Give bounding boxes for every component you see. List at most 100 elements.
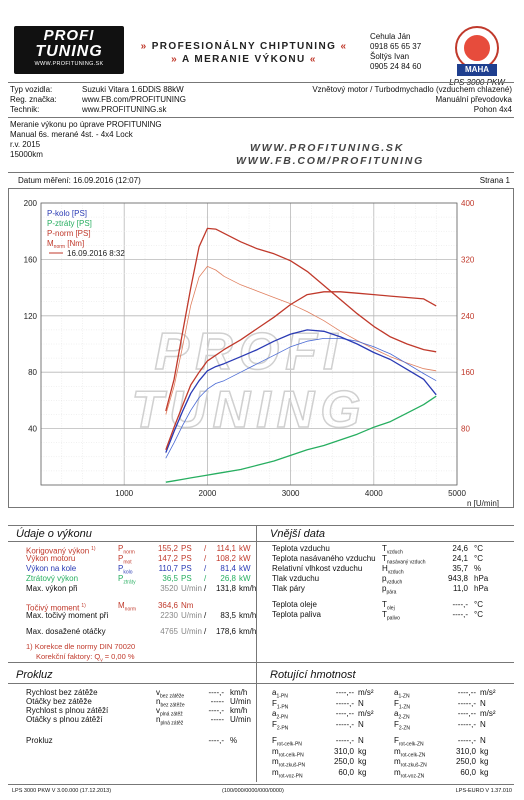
torque-u1: Nm xyxy=(181,601,194,610)
vnejsi-row: Tlak páry ppára 11,0 hPa xyxy=(272,584,512,596)
max-rpm-v2: 178,6 xyxy=(215,627,236,636)
vnejsi-row: Teplota vzduchu Tvzduch 24,6 °C xyxy=(272,544,512,556)
vnejsi-val: 24,1 xyxy=(452,554,468,563)
divider xyxy=(8,683,514,684)
prokluz-sym: n xyxy=(156,697,161,706)
note-2: Manual 6s. merané 4st. - 4x4 Lock xyxy=(10,130,133,139)
divider xyxy=(8,82,514,83)
vnejsi-symbol: Tpalivo xyxy=(382,610,400,624)
tagline-2: A MERANIE VÝKONU xyxy=(181,54,306,65)
udaje-title: Údaje o výkonu xyxy=(16,528,92,540)
udaje-v2: 81,4 xyxy=(220,564,236,573)
udaje-row: Max. výkon při 3520 U/min/ 131,8 km/h xyxy=(26,584,257,594)
tagline-1: PROFESIONÁLNY CHIPTUNING xyxy=(151,41,337,52)
arrow-left-2: » xyxy=(171,54,179,65)
contact-phone-2: 0905 24 84 60 xyxy=(370,62,422,71)
rot-sub: rot-celk-ZN xyxy=(400,752,426,759)
contact-name-1: Cehula Ján xyxy=(370,32,411,41)
udaje-u1: U/min xyxy=(181,584,202,593)
torque-sub: norm xyxy=(124,606,137,613)
udaje-row: Korigovaný výkon 1) Pnorm 155,2 PS / 114,1 kW xyxy=(26,544,254,557)
prokluz-val: ----,- xyxy=(208,688,224,697)
udaje-sym: P xyxy=(118,574,124,583)
contact-name-2: Šoltýs Ivan xyxy=(370,52,410,61)
vnejsi-row: Tlak vzduchu pvzduch 943,8 hPa xyxy=(272,574,512,586)
vnejsi-sym: T xyxy=(382,600,387,609)
rot-symbol: a2-ZN xyxy=(394,709,410,723)
rot-sym: F xyxy=(272,719,277,729)
vnejsi-sym: H xyxy=(382,564,388,573)
rot-sub: 1-PN xyxy=(276,704,289,711)
vnejsi-sub: nasávaný vzduch xyxy=(386,559,426,566)
vnejsi-label: Teplota paliva xyxy=(272,610,321,619)
rot-symbol: mrot-celk-ZN xyxy=(394,747,425,761)
prokluz-sub: plná zátěž xyxy=(160,711,183,718)
vnejsi-row: Relativní vlhkost vzduchu Hvzduch 35,7% xyxy=(272,564,512,576)
y2-tick-label: 80 xyxy=(461,425,470,434)
maha-text: MAHA xyxy=(457,64,497,76)
rot-sub: 1-PN xyxy=(276,693,288,700)
rot-symbol: F2-PN xyxy=(272,720,288,734)
udaje-sep: / xyxy=(204,574,207,583)
rot-val: 310,0 xyxy=(455,746,476,756)
corr2-label: Korekční faktory: Q xyxy=(36,652,101,661)
vnejsi-sub: pára xyxy=(386,589,397,596)
x-tick-label: 2000 xyxy=(199,489,217,498)
contact-block: Cehula Ján 0918 65 65 37 Šoltýs Ivan 090… xyxy=(370,32,421,72)
notes: Meranie výkonu po úprave PROFITUNING Man… xyxy=(10,120,162,160)
vnejsi-label: Teplota nasávaného vzduchu xyxy=(272,554,376,563)
torque-symbol: Mnorm xyxy=(118,601,136,615)
udaje-sup: 1) xyxy=(91,546,96,552)
maha-logo: MAHA LPS 3000 PKW xyxy=(446,26,508,87)
plot-frame xyxy=(40,202,458,486)
rot-sym: F xyxy=(272,698,277,708)
rot-sub: rot-voz-PN xyxy=(278,773,303,780)
udaje-sub: norm xyxy=(123,549,135,556)
prokluz-sym: v xyxy=(156,706,160,715)
udaje-row: Výkon na kole Pkolo 110,7 PS / 81,4 kW xyxy=(26,564,254,576)
udaje-symbol: Pnorm xyxy=(118,544,135,558)
torque-v1: 364,6 xyxy=(157,601,178,610)
vnejsi-val: 35,7 xyxy=(452,564,468,573)
udaje-v1: 36,5 xyxy=(162,574,178,583)
udaje-v1: 147,2 xyxy=(157,554,178,563)
udaje-v1: 3520 xyxy=(160,584,178,593)
rot-unit: N xyxy=(358,736,364,745)
date-label: Datum měření: 16.09.2016 (12:07) xyxy=(18,176,141,185)
vnejsi-unit: hPa xyxy=(474,584,489,593)
torque-at-sep: / xyxy=(204,611,207,620)
udaje-sub: mot xyxy=(123,559,132,566)
prokluz-row: Otáčky bez zátěže nbez zátěže ----- U/min xyxy=(26,697,254,709)
divider xyxy=(8,662,514,663)
rot-val: 310,0 xyxy=(333,746,354,756)
rot-symbol: F1-ZN xyxy=(394,699,410,713)
legend-date: 16.09.2016 8:32 xyxy=(67,249,125,258)
rot-symbol: mrot-zkuš-PN xyxy=(272,757,305,771)
vnejsi-symbol: Tnasávaný vzduch xyxy=(382,554,426,568)
udaje-row: Výkon motoru Pmot 147,2 PS / 108,2 kW xyxy=(26,554,254,566)
divider xyxy=(8,117,514,118)
watermark-profi: PROFI xyxy=(155,323,344,381)
vnejsi-unit: % xyxy=(474,564,482,573)
rot-unit: m/s² xyxy=(480,709,496,718)
udaje-sep: / xyxy=(204,554,207,563)
rot-sym: m xyxy=(394,767,401,777)
vnejsi-unit: hPa xyxy=(474,574,489,583)
rot-unit: N xyxy=(480,719,486,729)
rot-symbol: F2-ZN xyxy=(394,720,410,734)
udaje-label: Výkon na kole xyxy=(26,564,77,573)
udaje-label: Max. výkon při xyxy=(26,584,78,593)
udaje-u2: km/h xyxy=(239,584,257,593)
logo-url: WWW.PROFITUNING.SK xyxy=(34,61,104,67)
drive: Pohon 4x4 xyxy=(473,105,512,114)
rot-sub: 1-ZN xyxy=(398,704,411,711)
rot-val: -----,- xyxy=(335,736,354,745)
contact-phone-1: 0918 65 65 37 xyxy=(370,42,422,51)
corr2-sub: v xyxy=(100,657,103,664)
rot-val: ----,-- xyxy=(335,688,354,697)
series-line-1 xyxy=(165,395,437,483)
divider xyxy=(8,525,514,526)
rot-val: 60,0 xyxy=(460,767,476,777)
y-tick-label: 200 xyxy=(24,199,38,208)
